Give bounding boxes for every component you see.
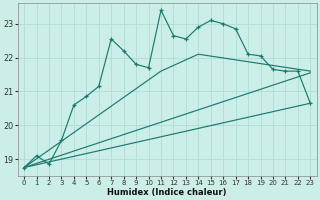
X-axis label: Humidex (Indice chaleur): Humidex (Indice chaleur) [108,188,227,197]
